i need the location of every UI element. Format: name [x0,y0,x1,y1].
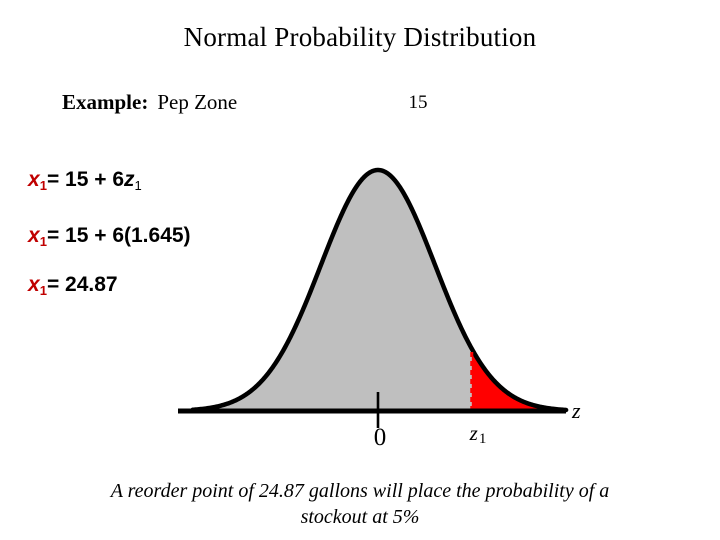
axis-label-critical-z: z1 [456,421,500,448]
equation-variable: x1 [28,224,47,249]
equation-line-1: x1= 15 + 6z1 [28,168,142,193]
equation-variable: x1 [28,168,47,193]
axis-name-label: z [572,398,581,423]
mean-value-label: 15 [408,92,428,113]
equation-line-3: x1= 24.87 [28,273,118,298]
critical-z-subscript: 1 [478,431,487,448]
equation-variable: x1 [28,273,47,298]
equation-variable-name: x [28,224,40,247]
caption-line-2: probability of a stockout at 5% [300,480,610,529]
example-label: Example: [62,90,149,114]
normal-curve-outline [190,167,569,413]
equation-rhs-zsub: 1 [134,177,142,193]
equation-line-2: x1= 15 + 6(1.645) [28,224,191,249]
equation-variable-subscript: 1 [39,282,47,298]
equation-right-side: = 24.87 [46,273,118,296]
axis-label-zero: 0 [373,424,387,451]
page-title: Normal Probability Distribution [183,22,537,52]
equation-variable-name: x [28,273,40,296]
example-value: Pep Zone [157,90,238,114]
critical-z-symbol: z [469,421,478,445]
curve-fill-gray [192,170,472,411]
caption: A reorder point of 24.87 gallons will pl… [110,478,610,531]
equation-rhs-zvar: z [124,168,135,191]
curve-fill-red-tail [471,348,567,411]
caption-line-1: A reorder point of 24.87 gallons will pl… [110,480,481,502]
example-line: Example: Pep Zone [62,90,237,115]
equation-right-side: = 15 + 6(1.645) [46,224,191,247]
equation-variable-name: x [28,168,40,191]
equation-right-side: = 15 + 6z1 [46,168,142,193]
equation-rhs-prefix: = 15 + 6 [46,168,125,191]
equation-variable-subscript: 1 [39,177,47,193]
equation-variable-subscript: 1 [39,233,47,249]
